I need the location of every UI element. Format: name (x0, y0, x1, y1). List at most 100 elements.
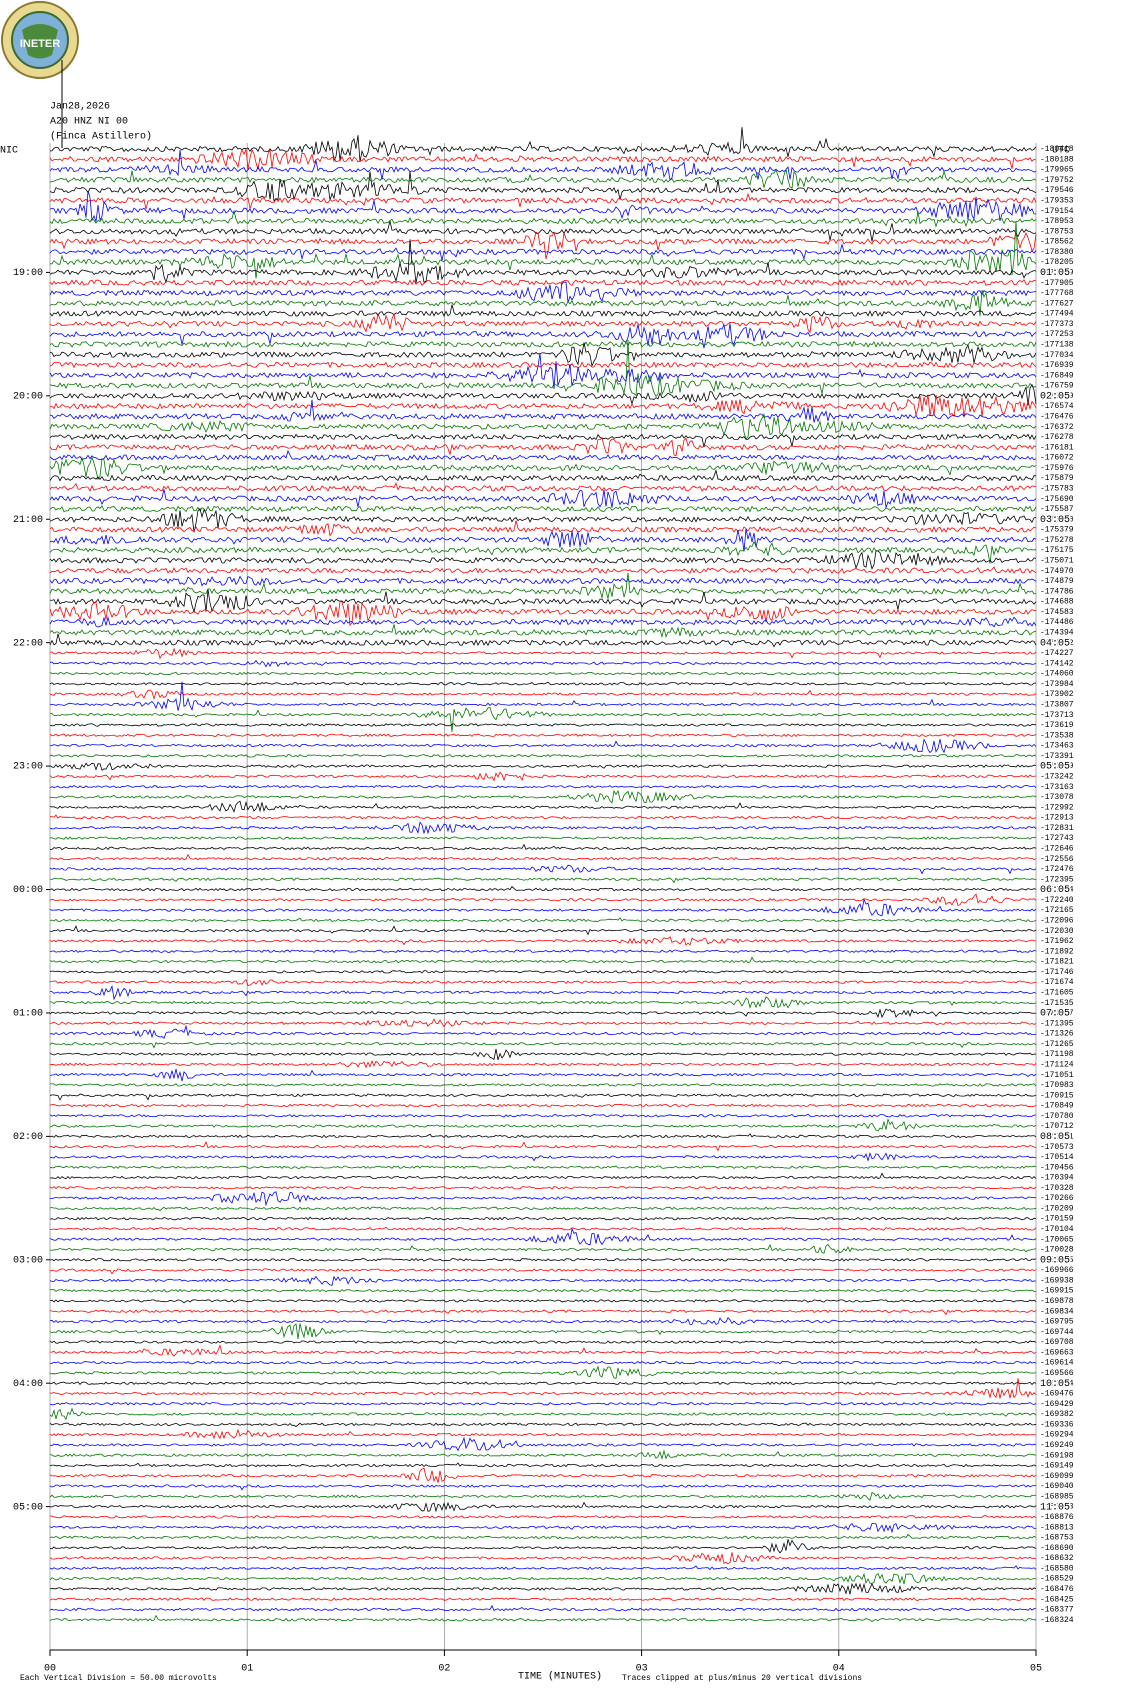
trace (49, 243, 1037, 261)
trace (49, 1191, 1037, 1207)
trace-offset: -172831 (1040, 824, 1074, 833)
trace-offset: -175587 (1040, 505, 1074, 514)
trace-offset: -175175 (1040, 546, 1074, 555)
trace (49, 1501, 1037, 1513)
trace-offset: -171326 (1040, 1030, 1074, 1039)
trace (49, 1365, 1037, 1379)
right-zone: UTC (1052, 146, 1070, 157)
trace-offset: -175976 (1040, 464, 1074, 473)
trace (49, 589, 1037, 614)
trace-offset: -170641 (1040, 1132, 1074, 1141)
trace (49, 281, 1037, 303)
trace (49, 616, 1037, 628)
trace (49, 508, 1037, 533)
trace-offset: -172992 (1040, 803, 1074, 812)
trace (49, 633, 1037, 648)
trace (49, 1018, 1037, 1028)
trace-offset: -177627 (1040, 299, 1074, 308)
trace (49, 1436, 1037, 1452)
trace-offset: -171962 (1040, 937, 1074, 946)
trace-offset: -173078 (1040, 793, 1074, 802)
trace (49, 600, 1037, 627)
scale-note: Each Vertical Division = 50.00 microvolt… (20, 1674, 217, 1683)
trace (49, 1257, 1037, 1262)
trace-offset: -175480 (1040, 515, 1074, 524)
trace-offset: -174486 (1040, 618, 1074, 627)
trace-offset: -176476 (1040, 413, 1074, 422)
trace (49, 1059, 1037, 1069)
trace-offset: -176181 (1040, 443, 1074, 452)
left-zone: NIC (0, 146, 18, 157)
trace (49, 1113, 1037, 1118)
trace-offset: -179546 (1040, 186, 1074, 195)
trace (49, 456, 1037, 481)
trace (49, 489, 1037, 508)
trace (49, 1152, 1037, 1162)
station: A20 HNZ NI 00 (50, 117, 128, 128)
trace-offset: -171535 (1040, 999, 1074, 1008)
trace-offset: -176759 (1040, 382, 1074, 391)
trace-offset: -172314 (1040, 886, 1074, 895)
trace (49, 149, 1037, 181)
right-time-label: 10:05 (1040, 1379, 1070, 1390)
trace-offset: -169040 (1040, 1482, 1074, 1491)
trace (49, 528, 1037, 552)
trace-offset: -173619 (1040, 721, 1074, 730)
trace (49, 540, 1037, 564)
trace-offset: -168876 (1040, 1513, 1074, 1522)
trace-offset: -174970 (1040, 567, 1074, 576)
left-time-label: 22:00 (13, 638, 43, 649)
trace-offset: -172165 (1040, 906, 1074, 915)
trace (49, 352, 1037, 390)
trace-offset: -177905 (1040, 279, 1074, 288)
trace-offset: -170573 (1040, 1143, 1074, 1152)
trace-offset: -168985 (1040, 1492, 1074, 1501)
left-time-label: 04:00 (13, 1379, 43, 1390)
trace-offset: -169149 (1040, 1462, 1074, 1471)
trace-offset: -170915 (1040, 1091, 1074, 1100)
left-time-label: 23:00 (13, 762, 43, 773)
trace (49, 843, 1037, 851)
trace-offset: -170712 (1040, 1122, 1074, 1131)
traces (49, 127, 1037, 1623)
trace (49, 853, 1037, 862)
trace-offset: -169476 (1040, 1390, 1074, 1399)
trace (49, 836, 1037, 840)
trace-offset: -169834 (1040, 1307, 1074, 1316)
trace (49, 572, 1037, 599)
left-time-label: 03:00 (13, 1255, 43, 1266)
trace-offset: -177494 (1040, 310, 1074, 319)
trace (49, 394, 1037, 418)
trace (49, 239, 1037, 284)
x-tick-label: 04 (833, 1664, 845, 1675)
trace-offset: -168476 (1040, 1585, 1074, 1594)
trace-offset: -168529 (1040, 1575, 1074, 1584)
trace (49, 1597, 1037, 1602)
trace (49, 167, 1037, 189)
logo-land (22, 24, 58, 59)
trace-offset: -169966 (1040, 1266, 1074, 1275)
right-time-label: 03:05 (1040, 515, 1070, 526)
x-tick-label: 03 (636, 1664, 648, 1675)
trace (49, 505, 1037, 513)
trace-offset: -173391 (1040, 752, 1074, 761)
trace (49, 278, 1037, 287)
trace (49, 1449, 1037, 1460)
trace (49, 1216, 1037, 1221)
trace (49, 1582, 1037, 1595)
trace-offset: -174060 (1040, 670, 1074, 679)
trace-offset: -173463 (1040, 742, 1074, 751)
clip-note: Traces clipped at plus/minus 20 vertical… (622, 1674, 862, 1683)
right-time-label: 06:05 (1040, 885, 1070, 896)
trace (50, 1378, 1037, 1399)
trace-offset: -172743 (1040, 834, 1074, 843)
logo: INETER (1, 1, 79, 79)
trace (49, 956, 1037, 964)
trace-offset: -172646 (1040, 844, 1074, 853)
trace (49, 190, 1037, 222)
trace (49, 984, 1037, 1001)
trace (49, 1552, 1037, 1565)
trace (49, 784, 1037, 789)
trace-offset: -177034 (1040, 351, 1074, 360)
